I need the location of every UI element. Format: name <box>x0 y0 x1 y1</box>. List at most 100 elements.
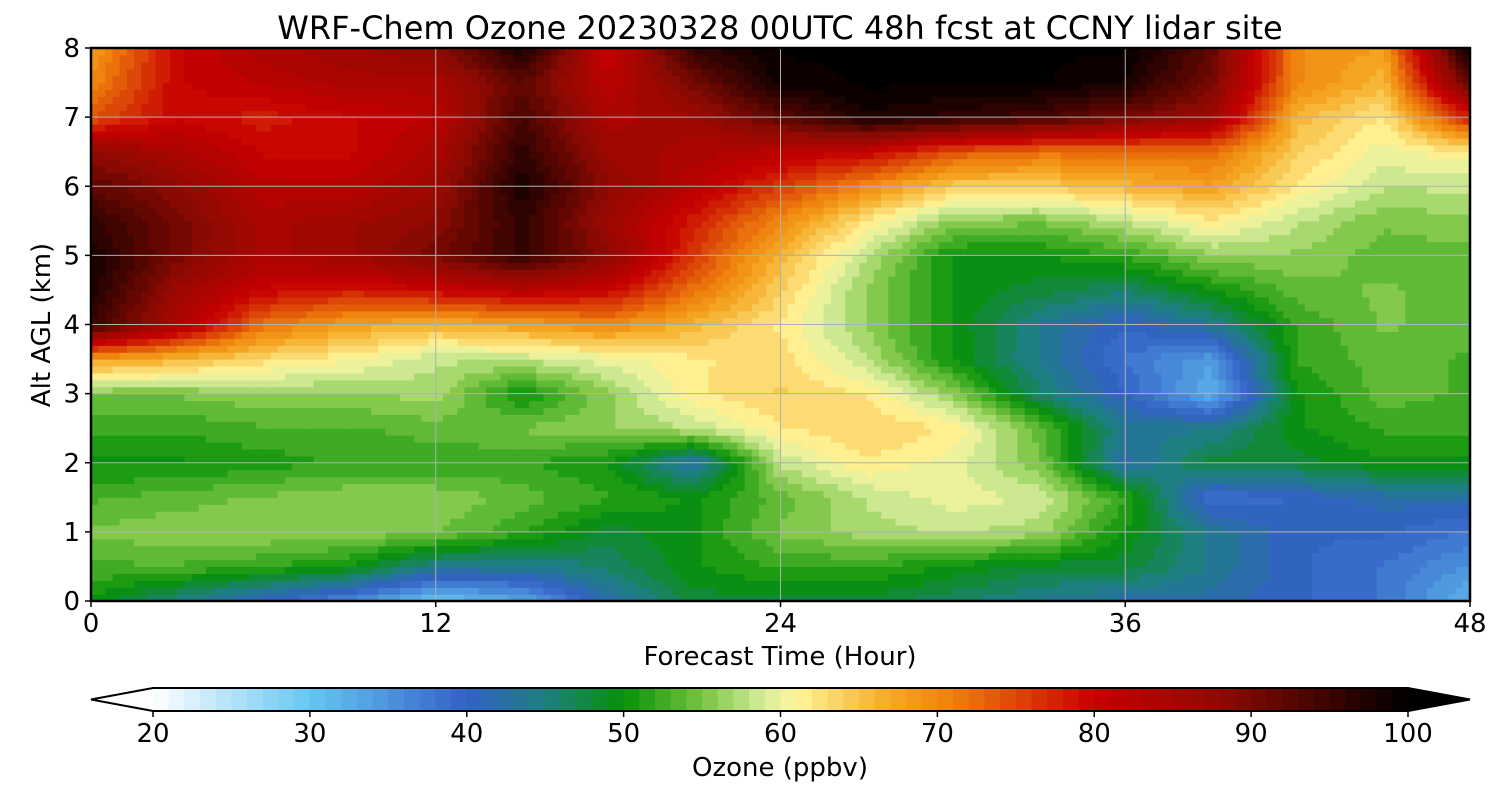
heatmap-cell <box>220 490 229 498</box>
heatmap-cell <box>98 372 106 381</box>
heatmap-cell <box>205 144 214 153</box>
heatmap-cell <box>507 296 516 305</box>
heatmap-cell <box>249 130 257 139</box>
heatmap-cell <box>263 511 272 519</box>
heatmap-cell <box>234 144 243 153</box>
heatmap-cell <box>148 151 157 160</box>
heatmap-cell <box>407 303 415 312</box>
heatmap-cell <box>119 262 128 270</box>
heatmap-cell <box>155 428 164 436</box>
heatmap-cell <box>478 241 487 250</box>
heatmap-cell <box>385 117 394 125</box>
heatmap-cell <box>313 158 322 167</box>
heatmap-cell <box>98 469 106 478</box>
heatmap-cell <box>270 393 279 402</box>
heatmap-cell <box>342 365 351 374</box>
heatmap-cell <box>141 61 150 70</box>
heatmap-cell <box>428 587 437 595</box>
heatmap-cell <box>119 48 128 56</box>
heatmap-cell <box>148 538 157 547</box>
heatmap-cell <box>205 303 214 312</box>
heatmap-cell <box>299 469 308 478</box>
heatmap-cell <box>320 89 329 97</box>
heatmap-cell <box>292 317 300 326</box>
heatmap-cell <box>277 345 286 353</box>
heatmap-cell <box>241 518 250 526</box>
heatmap-cell <box>442 241 451 250</box>
heatmap-cell <box>536 462 545 471</box>
heatmap-cell <box>371 573 379 581</box>
heatmap-cell <box>313 393 322 402</box>
heatmap-cell <box>342 442 351 450</box>
heatmap-cell <box>514 144 523 153</box>
heatmap-cell <box>141 137 150 146</box>
heatmap-cell <box>256 68 264 77</box>
heatmap-cell <box>363 158 372 167</box>
heatmap-cell <box>284 220 293 229</box>
heatmap-cell <box>277 414 286 422</box>
heatmap-cell <box>148 435 157 443</box>
heatmap-cell <box>464 96 473 104</box>
heatmap-cell <box>270 110 279 118</box>
heatmap-cell <box>263 400 272 409</box>
heatmap-cell <box>507 96 516 104</box>
heatmap-cell <box>435 172 444 180</box>
heatmap-cell <box>428 248 437 256</box>
heatmap-cell <box>407 359 415 367</box>
heatmap-cell <box>442 103 451 111</box>
heatmap-cell <box>141 587 150 595</box>
heatmap-cell <box>407 573 415 581</box>
heatmap-cell <box>471 442 480 450</box>
heatmap-cell <box>270 296 279 305</box>
heatmap-cell <box>234 206 243 215</box>
heatmap-cell <box>392 552 401 561</box>
heatmap-cell <box>493 310 501 319</box>
heatmap-cell <box>521 455 530 464</box>
heatmap-cell <box>407 345 415 353</box>
heatmap-cell <box>98 137 106 146</box>
heatmap-cell <box>227 206 236 215</box>
heatmap-cell <box>507 538 516 547</box>
heatmap-cell <box>148 573 157 581</box>
heatmap-cell <box>442 379 451 388</box>
heatmap-cell <box>198 518 207 526</box>
heatmap-cell <box>529 469 537 478</box>
heatmap-cell <box>385 151 394 160</box>
heatmap-cell <box>500 490 509 498</box>
heatmap-cell <box>335 220 343 229</box>
heatmap-cell <box>284 359 293 367</box>
heatmap-cell <box>371 172 379 180</box>
heatmap-cell <box>335 165 343 174</box>
heatmap-cell <box>191 144 200 153</box>
heatmap-cell <box>112 289 121 298</box>
heatmap-cell <box>170 248 178 256</box>
heatmap-cell <box>227 331 236 339</box>
heatmap-cell <box>335 276 343 284</box>
heatmap-cell <box>471 421 480 429</box>
heatmap-cell <box>198 552 207 561</box>
heatmap-cell <box>148 545 157 554</box>
heatmap-cell <box>277 490 286 498</box>
heatmap-cell <box>514 186 523 194</box>
heatmap-cell <box>98 338 106 346</box>
heatmap-cell <box>457 352 466 360</box>
heatmap-cell <box>521 255 530 263</box>
heatmap-cell <box>464 124 473 132</box>
heatmap-cell <box>421 324 430 333</box>
heatmap-cell <box>407 289 415 298</box>
heatmap-cell <box>328 324 336 333</box>
heatmap-cell <box>227 372 236 381</box>
heatmap-cell <box>284 303 293 312</box>
heatmap-cell <box>184 359 193 367</box>
heatmap-cell <box>464 393 473 402</box>
heatmap-cell <box>241 158 250 167</box>
heatmap-cell <box>134 414 142 422</box>
heatmap-cell <box>421 96 430 104</box>
heatmap-cell <box>385 559 394 568</box>
heatmap-cell <box>306 400 315 409</box>
heatmap-cell <box>407 193 415 201</box>
heatmap-cell <box>213 379 221 388</box>
heatmap-cell <box>457 269 466 277</box>
heatmap-cell <box>155 545 164 554</box>
heatmap-cell <box>421 130 430 139</box>
